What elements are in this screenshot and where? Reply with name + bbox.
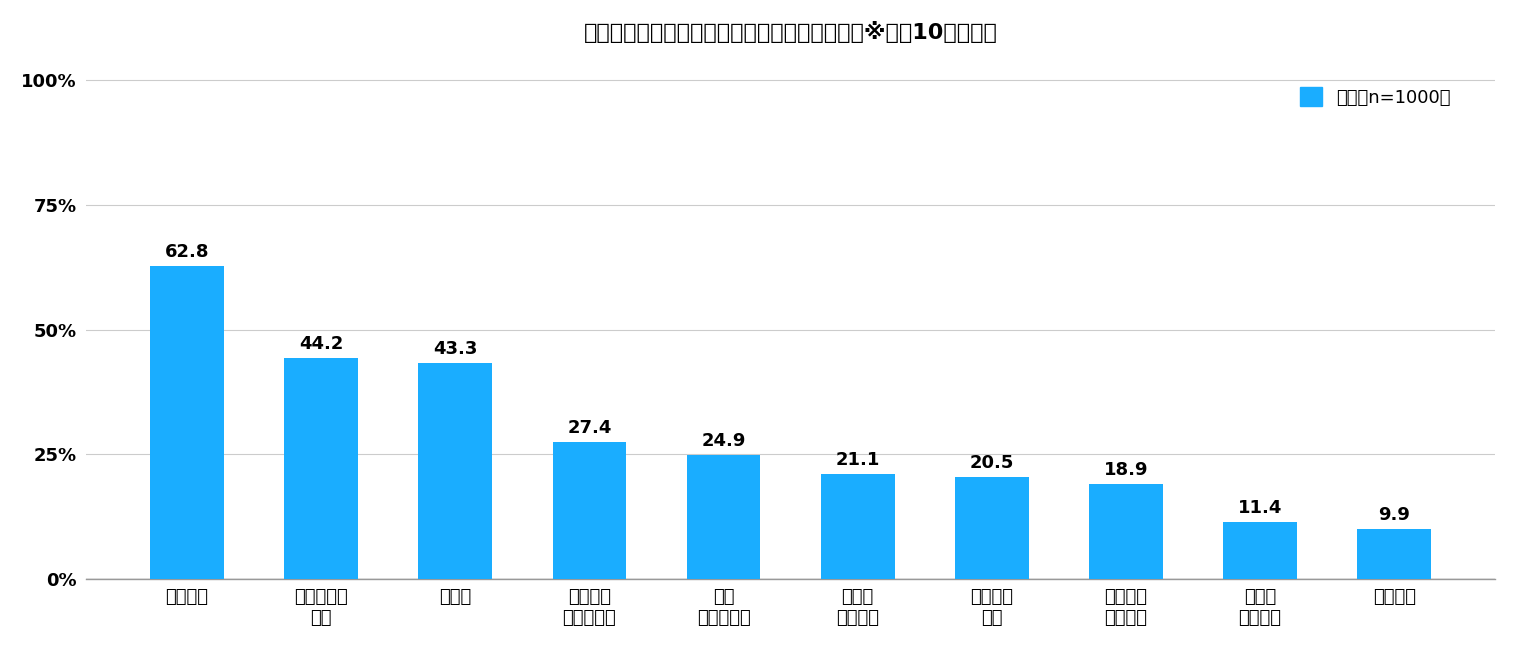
Text: 43.3: 43.3	[434, 340, 478, 358]
Bar	[955, 476, 1029, 579]
Text: 44.2: 44.2	[299, 336, 344, 353]
Bar	[1357, 529, 1431, 579]
Bar	[150, 266, 224, 579]
Text: 24.9: 24.9	[702, 432, 746, 450]
Title: 《ブンデスリーガ関連で接触している情報》　※上位10位を抜粋: 《ブンデスリーガ関連で接触している情報》 ※上位10位を抜粋	[584, 21, 998, 43]
Text: 21.1: 21.1	[835, 450, 879, 469]
Bar	[1088, 485, 1163, 579]
Bar	[418, 363, 493, 579]
Bar	[553, 442, 626, 579]
Legend: 全体【n=1000】: 全体【n=1000】	[1293, 80, 1458, 114]
Text: 20.5: 20.5	[970, 454, 1014, 472]
Text: 11.4: 11.4	[1239, 499, 1283, 517]
Text: 62.8: 62.8	[165, 243, 209, 260]
Bar	[1223, 522, 1298, 579]
Text: 27.4: 27.4	[567, 419, 611, 437]
Bar	[285, 358, 358, 579]
Text: 18.9: 18.9	[1104, 461, 1148, 480]
Bar	[820, 474, 894, 579]
Bar	[687, 455, 761, 579]
Text: 9.9: 9.9	[1378, 506, 1410, 524]
